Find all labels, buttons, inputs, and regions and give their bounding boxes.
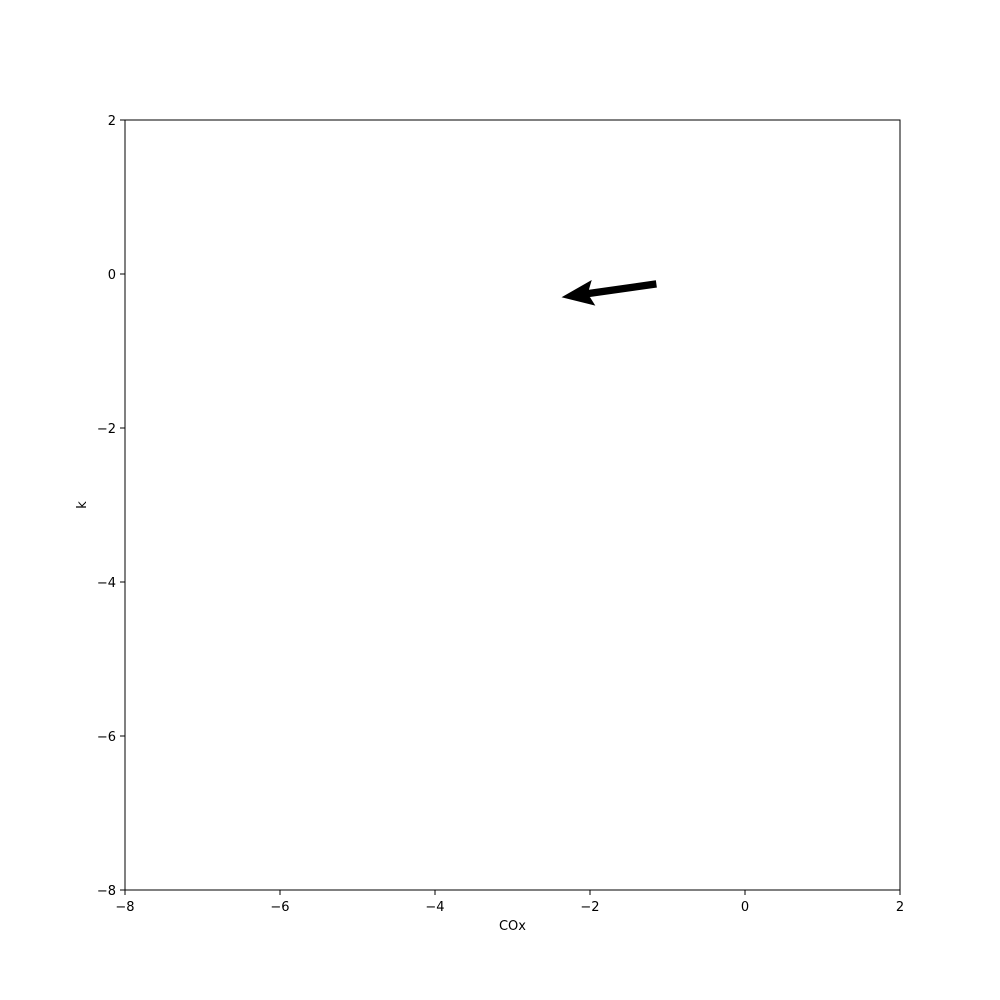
x-axis-ticks: −8 −6 −4 −2 0 2	[115, 890, 904, 915]
y-tick-label: 2	[108, 114, 116, 129]
x-tick-label: 0	[741, 900, 749, 915]
plot-area	[125, 120, 900, 890]
plot-frame	[124, 119, 901, 891]
x-tick-label: −6	[270, 900, 289, 915]
arrows-layer	[561, 279, 657, 306]
x-axis-label: COx	[499, 919, 526, 934]
x-tick-label: −4	[425, 900, 444, 915]
y-axis-label: k	[75, 501, 90, 509]
quiver-arrow	[561, 279, 657, 306]
y-tick-label: −8	[97, 884, 116, 899]
y-tick-label: −2	[97, 422, 116, 437]
x-tick-label: 2	[896, 900, 904, 915]
y-axis-ticks: −8 −6 −4 −2 0 2	[97, 114, 125, 899]
x-tick-label: −2	[580, 900, 599, 915]
y-tick-label: 0	[108, 268, 116, 283]
y-tick-label: −6	[97, 730, 116, 745]
y-tick-label: −4	[97, 576, 116, 591]
x-tick-label: −8	[115, 900, 134, 915]
